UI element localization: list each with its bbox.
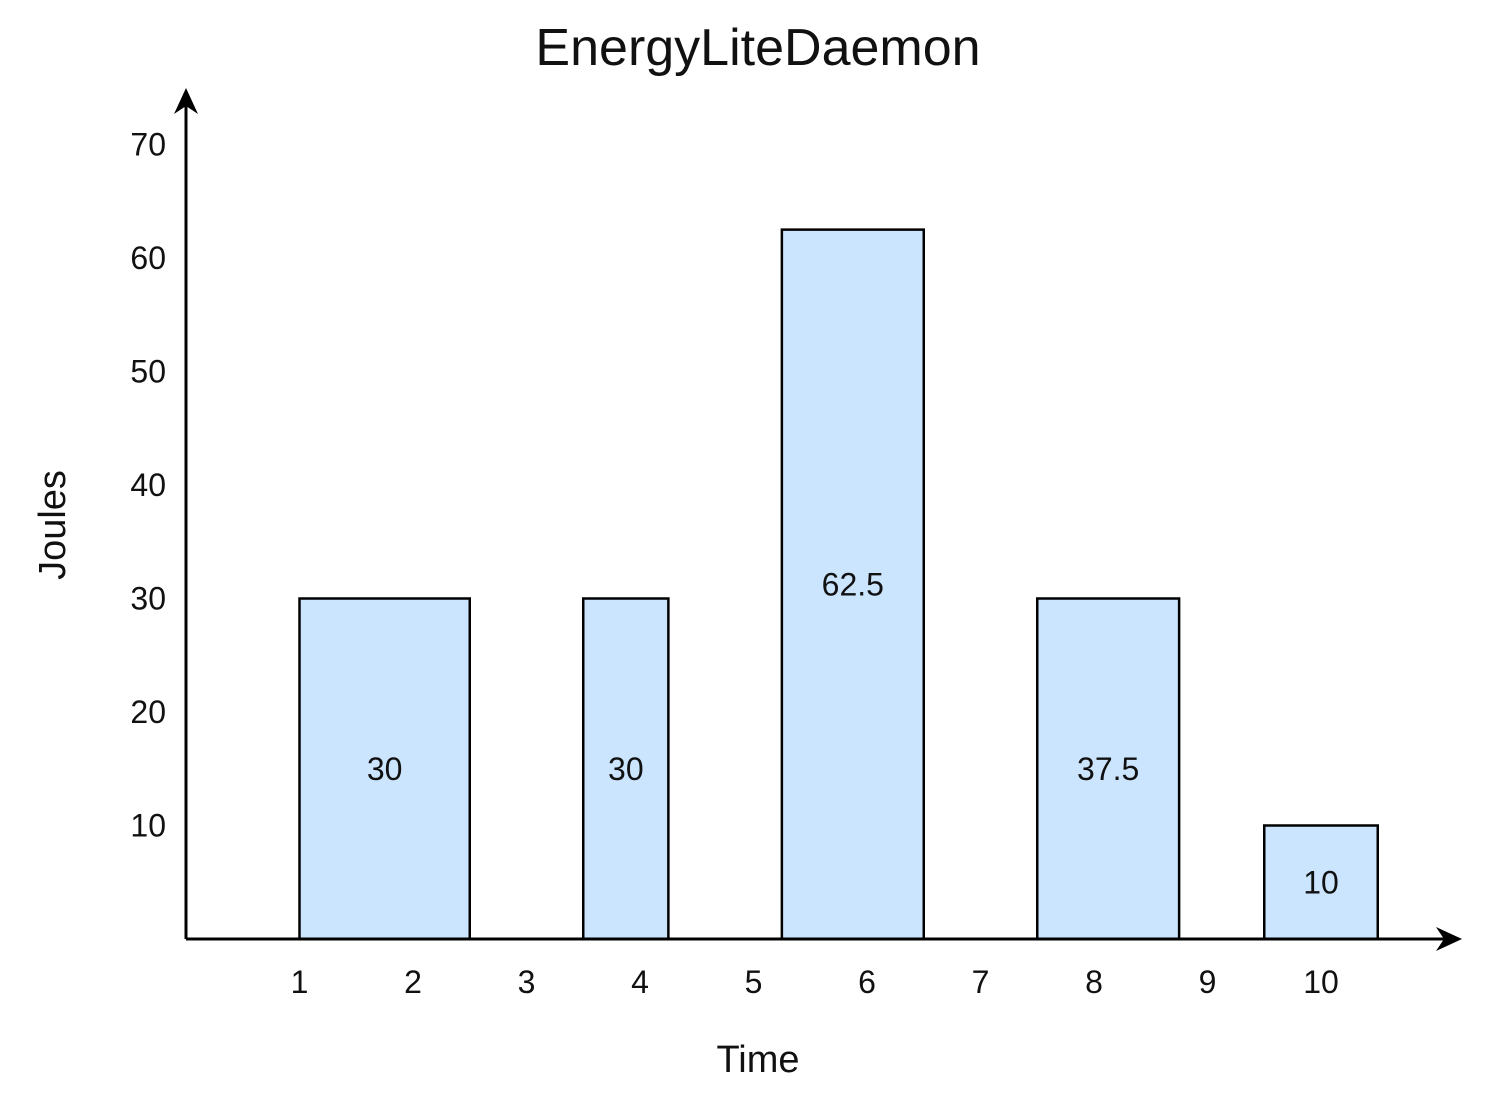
x-tick-label-1: 1 xyxy=(291,964,309,1000)
y-axis-title: Joules xyxy=(32,470,74,580)
y-tick-label-40: 40 xyxy=(130,467,166,503)
x-tick-label-4: 4 xyxy=(631,964,649,1000)
bar-3 xyxy=(780,228,925,941)
bar-label-5: 10 xyxy=(1303,864,1339,900)
y-tick-label-50: 50 xyxy=(130,354,166,390)
bar-4 xyxy=(1036,597,1181,941)
bars-layer: 30 30 62.5 37.5 10 xyxy=(298,228,1379,941)
x-axis-arrow-icon xyxy=(1436,927,1462,951)
bar-label-2: 30 xyxy=(608,751,644,787)
x-tick-label-5: 5 xyxy=(745,964,763,1000)
bar-1 xyxy=(298,597,471,941)
bar-label-1: 30 xyxy=(367,751,403,787)
axes-layer xyxy=(174,88,1462,951)
x-tick-label-6: 6 xyxy=(858,964,876,1000)
x-tick-label-9: 9 xyxy=(1199,964,1217,1000)
bar-label-4: 37.5 xyxy=(1077,751,1139,787)
x-tick-label-7: 7 xyxy=(972,964,990,1000)
x-tick-label-2: 2 xyxy=(404,964,422,1000)
x-tick-label-8: 8 xyxy=(1085,964,1103,1000)
x-tick-label-10: 10 xyxy=(1303,964,1339,1000)
y-tick-label-70: 70 xyxy=(130,127,166,163)
y-tick-label-30: 30 xyxy=(130,581,166,617)
chart-title: EnergyLiteDaemon xyxy=(535,19,980,77)
x-axis-title: Time xyxy=(716,1039,799,1081)
y-tick-label-10: 10 xyxy=(130,808,166,844)
bar-label-3: 62.5 xyxy=(822,566,884,602)
ticks-layer: 1 2 3 4 5 6 7 8 9 10 10 20 30 40 50 60 70 xyxy=(130,127,1338,1001)
y-tick-label-60: 60 xyxy=(130,240,166,276)
x-tick-label-3: 3 xyxy=(518,964,536,1000)
y-tick-label-20: 20 xyxy=(130,694,166,730)
y-axis-arrow-icon xyxy=(174,88,198,114)
bar-2 xyxy=(582,597,670,941)
